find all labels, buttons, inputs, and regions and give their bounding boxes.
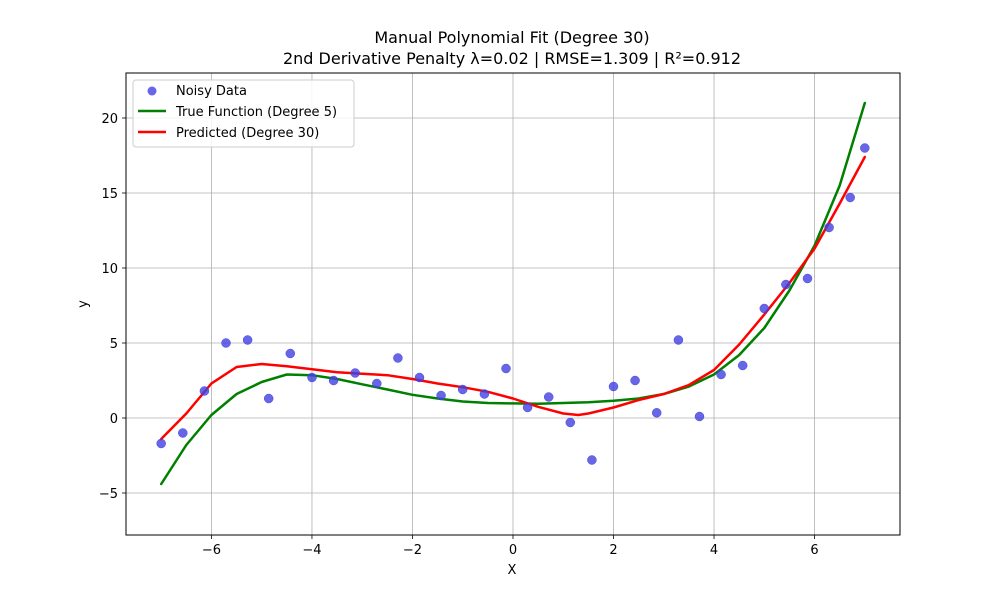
data-point: [436, 390, 446, 401]
legend-label-noisy-data: Noisy Data: [176, 84, 247, 99]
data-point: [457, 384, 468, 395]
data-point: [307, 372, 317, 383]
x-tick-label: −4: [302, 543, 321, 558]
x-tick-label: 0: [509, 543, 517, 558]
x-tick-label: −2: [403, 543, 422, 558]
data-point: [156, 438, 166, 449]
plot-area: [156, 101, 870, 486]
legend-box: [132, 79, 355, 148]
ticks: −6 −4 −2 0 2 4 6 −5 0 5 10 15 20: [99, 112, 819, 558]
legend-label-true-function: True Function (Degree 5): [175, 105, 337, 120]
x-tick-label: 4: [710, 543, 718, 558]
y-tick-label: −5: [99, 487, 118, 502]
data-point: [845, 192, 855, 203]
axes-frame: [125, 72, 901, 536]
data-point: [737, 360, 748, 371]
y-tick-label: 20: [101, 112, 118, 127]
data-point: [651, 408, 662, 418]
x-tick-label: 2: [609, 543, 617, 558]
data-point: [372, 378, 382, 389]
legend-marker-noisy-data: [147, 86, 157, 96]
y-axis-label: y: [76, 300, 91, 308]
data-point: [479, 389, 490, 399]
y-tick-label: 15: [101, 187, 118, 202]
data-point: [716, 369, 726, 380]
data-point: [522, 402, 533, 413]
series-line-true-function-degree-5: [159, 101, 867, 486]
data-point: [393, 353, 403, 363]
data-point: [802, 273, 813, 284]
x-tick-label: −6: [202, 543, 221, 558]
chart-title: Manual Polynomial Fit (Degree 30): [374, 28, 649, 47]
data-point: [350, 368, 360, 378]
data-point: [328, 375, 339, 386]
data-point: [781, 279, 791, 290]
series-line-predicted-degree-30: [159, 155, 867, 441]
data-point: [199, 386, 210, 396]
data-point: [565, 417, 576, 428]
data-point: [543, 392, 554, 402]
grid: [126, 73, 900, 535]
data-point: [673, 335, 684, 345]
data-point: [824, 222, 834, 233]
data-point: [630, 375, 640, 386]
data-point: [221, 338, 231, 348]
data-point: [285, 348, 296, 359]
data-point: [263, 393, 274, 404]
legend: Noisy Data True Function (Degree 5) Pred…: [132, 79, 355, 148]
y-tick-label: 0: [110, 412, 118, 427]
data-point: [587, 455, 597, 465]
legend-label-predicted: Predicted (Degree 30): [176, 126, 319, 141]
y-tick-label: 5: [110, 337, 118, 352]
x-axis-label: X: [508, 563, 517, 578]
y-tick-label: 10: [101, 262, 118, 277]
data-point: [608, 381, 619, 392]
x-tick-label: 6: [810, 543, 818, 558]
data-point: [242, 335, 253, 345]
data-point: [501, 363, 511, 374]
data-point: [178, 428, 188, 438]
data-point: [860, 143, 870, 153]
chart-subtitle: 2nd Derivative Penalty λ=0.02 | RMSE=1.3…: [283, 49, 741, 68]
data-point: [414, 372, 425, 383]
data-point: [759, 303, 770, 314]
data-point: [694, 411, 705, 422]
